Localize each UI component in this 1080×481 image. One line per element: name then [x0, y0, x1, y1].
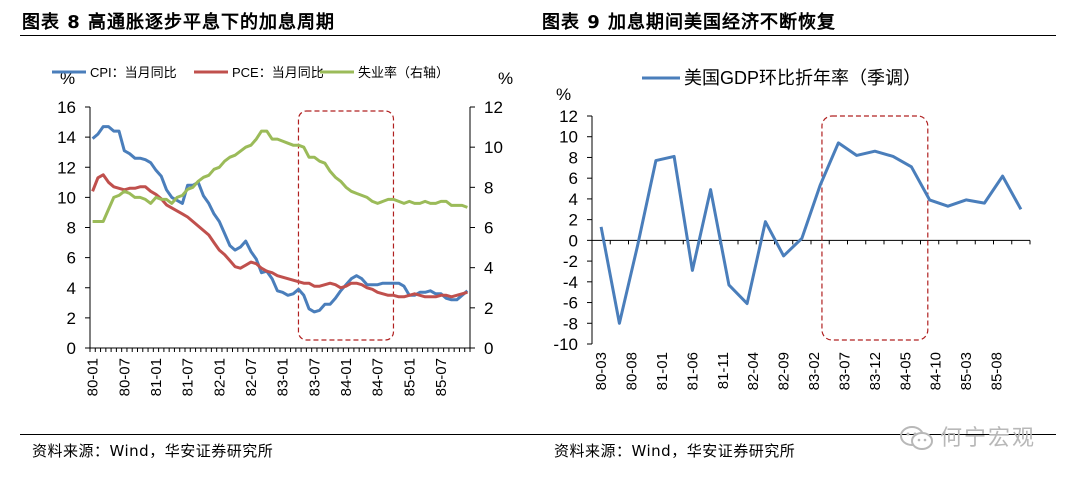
y-tick-label: 12: [559, 107, 578, 126]
right-highlight-box: [821, 115, 929, 341]
footer-divider: [20, 434, 1056, 435]
left-source-note: 资料来源：Wind，华安证券研究所: [32, 442, 274, 460]
watermark-text: 何宁宏观: [940, 426, 1037, 451]
x-tick-label: 80-08: [624, 352, 641, 390]
right-y-tick-label: 6: [484, 219, 493, 238]
highlight-box: [821, 115, 929, 341]
y-tick-label: 0: [569, 231, 578, 250]
y-tick-label: -4: [563, 273, 578, 292]
y-tick-label: 2: [569, 211, 578, 230]
x-tick-label: 84-07: [370, 358, 387, 396]
series-line-3: [92, 129, 468, 223]
gdp-series-line: [599, 141, 1023, 325]
y-tick-label: -2: [563, 252, 578, 271]
x-tick-label: 80-01: [85, 358, 102, 396]
left-y-tick-label: 14: [57, 128, 76, 147]
right-y-tick-label: 10: [484, 138, 503, 157]
x-tick-label: 84-10: [928, 352, 945, 390]
x-tick-label: 81-11: [715, 352, 732, 389]
x-tick-label: 83-07: [836, 352, 853, 390]
left-y-tick-label: 16: [57, 98, 76, 117]
right-chart-axes: -10 -8-6 -4 -2 02 4 6 810 12% 80-03 80-08 81-01 81-0…: [553, 85, 1031, 390]
right-y-tick-label: 12: [484, 98, 503, 117]
x-tick-label: 82-01: [211, 358, 228, 396]
x-tick-label: 81-01: [654, 352, 671, 390]
x-tick-label: 81-07: [180, 358, 197, 396]
x-tick-label: 82-07: [243, 358, 260, 396]
right-y-tick-label: 2: [484, 299, 493, 318]
x-tick-label: 85-01: [401, 358, 418, 396]
right-y-tick-label: 8: [484, 178, 493, 197]
y-unit: %: [556, 85, 571, 104]
right-y-tick-label: 4: [484, 259, 493, 278]
x-tick-label: 85-07: [433, 358, 450, 396]
y-tick-label: -6: [563, 294, 578, 313]
x-tick-label: 82-09: [776, 352, 793, 390]
x-tick-label: 83-02: [806, 352, 823, 390]
right-chart: -10 -8-6 -4 -2 02 4 6 810 12% 80-03 80-08 81-01 81-0…: [553, 68, 1031, 390]
left-chart-title: 图表 8 高通胀逐步平息下的加息周期: [22, 12, 336, 33]
x-tick-label: 82-04: [745, 352, 762, 390]
x-tick-label: 83-12: [867, 352, 884, 390]
y-tick-label: 8: [569, 148, 578, 167]
left-y-tick-label: 12: [57, 158, 76, 177]
legend-label: PCE：当月同比: [232, 65, 324, 80]
legend-label: 失业率（右轴）: [358, 65, 449, 80]
x-tick-label: 80-03: [593, 352, 610, 390]
left-chart-series: [91, 125, 469, 314]
x-tick-label: 84-01: [338, 358, 355, 396]
y-tick-label: 6: [569, 169, 578, 188]
left-y-tick-label: 0: [67, 339, 76, 358]
wechat-icon: [900, 426, 933, 450]
left-y-tick-label: 6: [67, 249, 76, 268]
right-chart-title: 图表 9 加息期间美国经济不断恢复: [542, 12, 837, 33]
y-tick-label: -8: [563, 314, 578, 333]
left-highlight-box: [297, 110, 395, 341]
series-line-2: [91, 173, 468, 299]
y-tick-label: 4: [569, 190, 578, 209]
left-y-tick-label: 2: [67, 309, 76, 328]
right-chart-legend: 美国GDP环比折年率（季调）: [642, 68, 921, 88]
x-tick-label: 80-07: [116, 358, 133, 396]
highlight-box: [297, 110, 395, 341]
left-chart-legend: CPI：当月同比 PCE：当月同比 失业率（右轴）: [52, 65, 449, 80]
title-divider: [20, 35, 1056, 36]
left-y-unit: %: [60, 69, 75, 88]
legend-label: CPI：当月同比: [90, 65, 177, 80]
x-tick-label: 84-05: [897, 352, 914, 390]
x-tick-label: 83-01: [275, 358, 292, 396]
left-y-tick-label: 4: [67, 279, 76, 298]
left-chart: 0 2 4 6 8 10 12 14 16 0 2 4 6 8 10 12% % 80-01 80-07 81-01 8…: [52, 65, 513, 396]
legend-label: 美国GDP环比折年率（季调）: [684, 68, 921, 88]
y-tick-label: 10: [559, 128, 578, 147]
right-chart-series: [599, 141, 1023, 325]
x-tick-label: 81-06: [684, 352, 701, 390]
right-y-tick-label: 0: [484, 339, 493, 358]
left-y-tick-label: 10: [57, 188, 76, 207]
right-source-note: 资料来源：Wind，华安证券研究所: [554, 442, 796, 460]
x-tick-label: 85-03: [958, 352, 975, 390]
series-line-1: [91, 125, 469, 314]
y-tick-label: -10: [553, 335, 578, 354]
left-y-tick-label: 8: [67, 219, 76, 238]
x-tick-label: 85-08: [989, 352, 1006, 390]
right-y-unit: %: [498, 69, 513, 88]
left-chart-axes: 0 2 4 6 8 10 12 14 16 0 2 4 6 8 10 12% % 80-01 80-07 81-01 8…: [57, 69, 513, 396]
x-tick-label: 83-07: [306, 358, 323, 396]
x-tick-label: 81-01: [148, 358, 165, 396]
